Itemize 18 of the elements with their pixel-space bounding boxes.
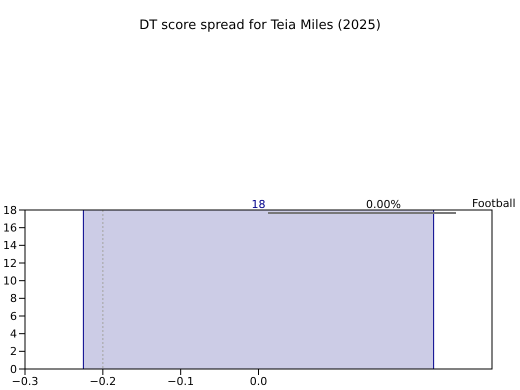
data-label: 18	[252, 198, 266, 211]
y-tick-label: 12	[3, 256, 17, 270]
annotation: Football	[472, 197, 516, 210]
chart-title: DT score spread for Teia Miles (2025)	[138, 18, 382, 33]
y-tick-label: 6	[10, 310, 17, 323]
annotation: 0.00%	[366, 198, 401, 211]
x-tick-label: −0.1	[167, 374, 194, 388]
y-tick-label: 2	[10, 345, 17, 358]
y-tick-label: 16	[3, 222, 17, 235]
x-tick-label: −0.2	[89, 374, 116, 388]
x-tick-label: −0.3	[12, 374, 38, 388]
y-tick-label: 10	[3, 274, 17, 288]
x-tick-label: 0.0	[250, 374, 268, 388]
y-tick-label: 0	[10, 362, 17, 376]
y-tick-label: 18	[3, 204, 17, 217]
y-tick-label: 8	[10, 292, 17, 306]
y-tick-label: 4	[10, 328, 17, 341]
y-tick-label: 14	[3, 239, 17, 252]
